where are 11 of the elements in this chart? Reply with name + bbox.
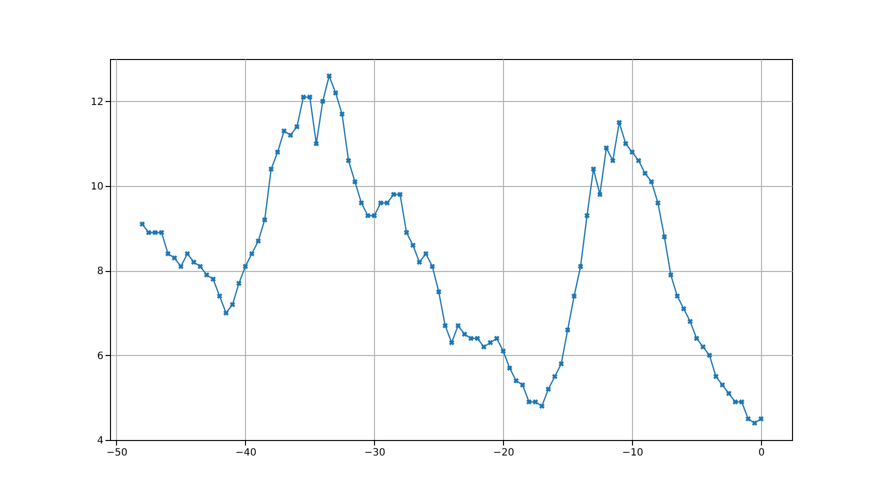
y-tick-label: 4 — [97, 436, 104, 446]
y-tick-label: 6 — [97, 350, 104, 362]
y-tick-label: 10 — [90, 182, 104, 192]
y-tick-label: 12 — [90, 96, 104, 108]
x-tick-label: 0 — [758, 448, 765, 458]
x-tick-label: −40 — [235, 448, 256, 458]
x-tick-label: −30 — [364, 448, 386, 458]
x-tick-label: −10 — [622, 448, 644, 458]
x-tick-label: −20 — [493, 448, 514, 458]
y-tick-label: 8 — [97, 266, 104, 278]
x-tick-label: −50 — [106, 448, 128, 458]
